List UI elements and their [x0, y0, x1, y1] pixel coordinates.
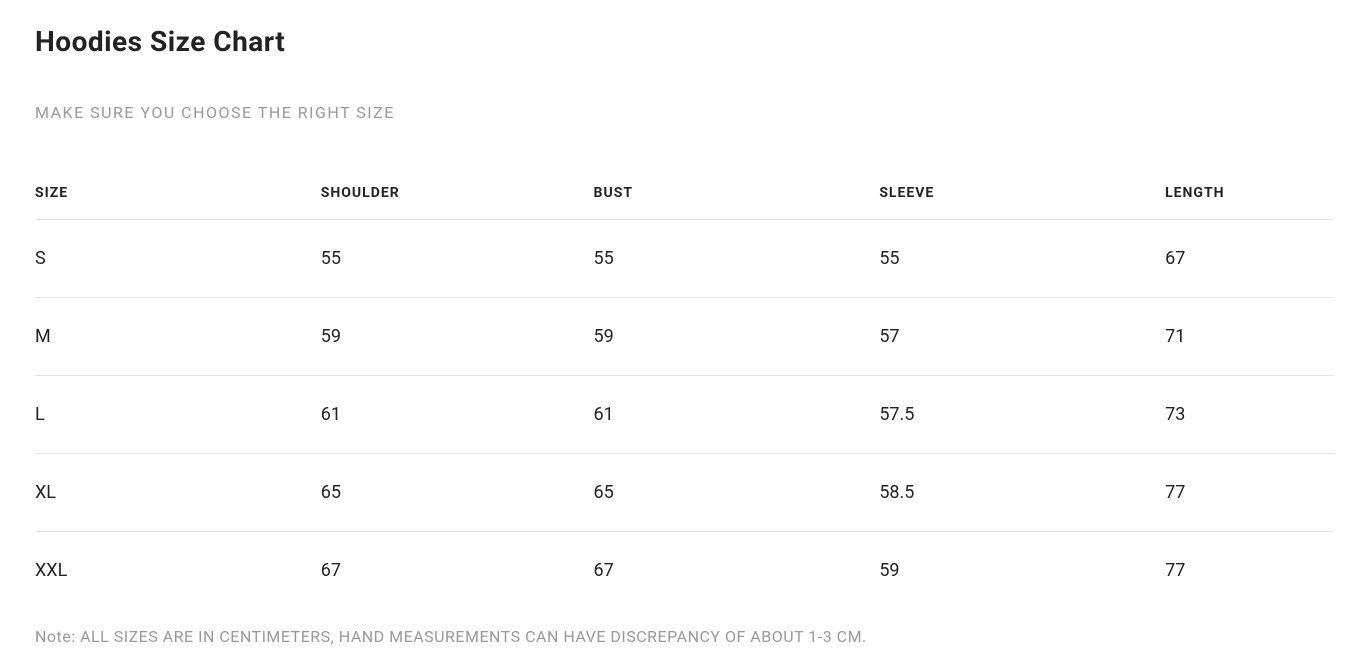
table-row: XXL 67 67 59 77	[35, 532, 1334, 610]
table-cell: 57.5	[879, 376, 1165, 454]
page-subtitle: MAKE SURE YOU CHOOSE THE RIGHT SIZE	[35, 103, 1334, 122]
table-cell: 71	[1165, 298, 1334, 376]
table-cell: 67	[321, 532, 594, 610]
table-cell: 65	[321, 454, 594, 532]
table-cell: S	[35, 220, 321, 298]
table-row: XL 65 65 58.5 77	[35, 454, 1334, 532]
table-cell: 61	[594, 376, 880, 454]
table-cell: 65	[594, 454, 880, 532]
table-cell: 61	[321, 376, 594, 454]
column-header: SIZE	[35, 167, 321, 220]
table-cell: 77	[1165, 454, 1334, 532]
table-cell: 67	[594, 532, 880, 610]
table-cell: 73	[1165, 376, 1334, 454]
column-header: BUST	[594, 167, 880, 220]
table-cell: 57	[879, 298, 1165, 376]
table-cell: 67	[1165, 220, 1334, 298]
table-row: M 59 59 57 71	[35, 298, 1334, 376]
table-cell: 58.5	[879, 454, 1165, 532]
size-chart-table: SIZE SHOULDER BUST SLEEVE LENGTH S 55 55…	[35, 167, 1334, 609]
table-cell: 59	[594, 298, 880, 376]
footer-note: Note: ALL SIZES ARE IN CENTIMETERS, HAND…	[35, 627, 1334, 646]
table-cell: 55	[321, 220, 594, 298]
table-cell: 55	[594, 220, 880, 298]
column-header: SLEEVE	[879, 167, 1165, 220]
table-cell: XL	[35, 454, 321, 532]
table-cell: 77	[1165, 532, 1334, 610]
table-header-row: SIZE SHOULDER BUST SLEEVE LENGTH	[35, 167, 1334, 220]
table-row: S 55 55 55 67	[35, 220, 1334, 298]
table-cell: 55	[879, 220, 1165, 298]
table-cell: M	[35, 298, 321, 376]
table-cell: 59	[879, 532, 1165, 610]
column-header: SHOULDER	[321, 167, 594, 220]
table-cell: XXL	[35, 532, 321, 610]
table-row: L 61 61 57.5 73	[35, 376, 1334, 454]
table-cell: L	[35, 376, 321, 454]
table-cell: 59	[321, 298, 594, 376]
column-header: LENGTH	[1165, 167, 1334, 220]
page-title: Hoodies Size Chart	[35, 25, 1334, 58]
